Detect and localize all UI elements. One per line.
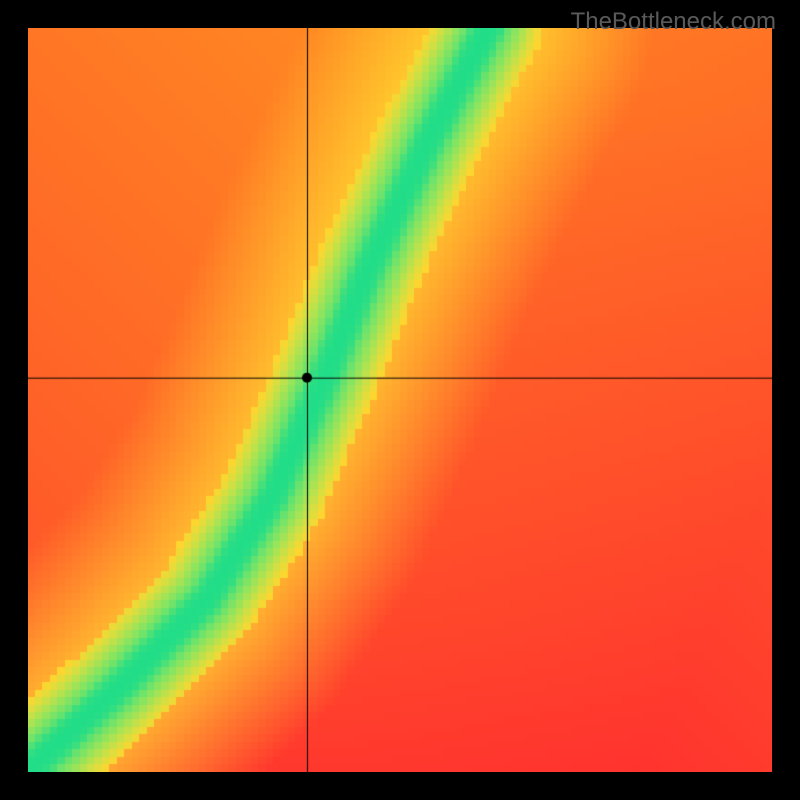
bottleneck-heatmap (28, 28, 772, 772)
watermark-text: TheBottleneck.com (571, 8, 776, 36)
